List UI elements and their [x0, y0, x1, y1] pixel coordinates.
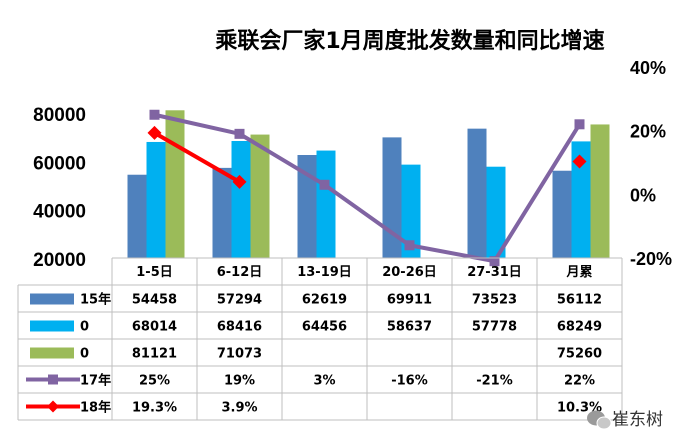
legend-label: 17年	[80, 373, 111, 389]
left-axis: 20000 40000 60000 80000	[33, 105, 86, 271]
watermark: 崔东树	[587, 410, 663, 430]
y-left-tick: 60000	[33, 153, 86, 174]
data-label: 68249	[557, 320, 602, 335]
data-label: 58637	[387, 320, 432, 335]
data-table: 1-5日 6-12日 13-19日 20-26日 27-31日 月累 15年 54458 572…	[17, 257, 623, 421]
series-line	[153, 131, 241, 184]
data-label: 68014	[132, 320, 177, 335]
bar	[297, 155, 317, 258]
data-label: 3%	[313, 374, 335, 389]
y-left-tick: 40000	[33, 202, 86, 223]
line-point	[234, 128, 245, 139]
data-label: 69911	[387, 293, 432, 308]
bars	[127, 110, 610, 258]
line-point	[319, 179, 330, 190]
legend-label: 15年	[80, 292, 111, 308]
data-label: 62619	[302, 293, 347, 308]
bar	[552, 170, 572, 258]
data-label: 81121	[132, 347, 177, 362]
data-label: 25%	[139, 374, 170, 389]
x-tick-label: 20-26日	[382, 265, 437, 280]
bar	[127, 174, 147, 258]
legend-key	[30, 347, 74, 359]
legend-key	[30, 320, 74, 332]
data-label: 71073	[217, 347, 262, 362]
x-tick-label: 6-12日	[217, 265, 263, 280]
data-label: 57294	[217, 293, 262, 308]
wechat-icon-bubble	[596, 416, 612, 430]
y-left-tick: 80000	[33, 105, 86, 126]
right-axis: -20% 0% 20% 40%	[630, 58, 672, 269]
x-tick-label: 1-5日	[136, 265, 173, 280]
y-right-tick: 20%	[630, 122, 666, 142]
bar	[486, 166, 506, 258]
data-label: 54458	[132, 293, 177, 308]
series-line	[154, 112, 582, 264]
x-tick-label: 13-19日	[297, 265, 352, 280]
bar	[401, 164, 421, 258]
bar	[146, 141, 166, 258]
bar	[165, 110, 185, 258]
line-point	[572, 154, 587, 169]
y-left-tick: 20000	[33, 250, 86, 271]
data-label: -16%	[391, 374, 428, 389]
y-right-tick: -20%	[630, 249, 672, 269]
legend-marker	[48, 374, 58, 385]
legend-label: 0	[80, 320, 89, 335]
legend-key	[30, 293, 74, 305]
bar	[231, 140, 251, 258]
legend-label: 18年	[80, 400, 111, 416]
legend-marker	[47, 400, 59, 413]
data-label: 73523	[472, 293, 517, 308]
data-label: 56112	[557, 293, 602, 308]
data-label: 19.3%	[132, 401, 177, 416]
legend-label: 0	[80, 347, 89, 362]
bar	[571, 141, 591, 258]
data-label: 57778	[472, 320, 517, 335]
bar	[250, 134, 270, 258]
x-tick-label: 月累	[565, 264, 592, 280]
line-point	[147, 125, 162, 140]
line-point	[232, 174, 247, 189]
bar	[316, 150, 336, 258]
data-label: 22%	[564, 374, 595, 389]
x-tick-label: 27-31日	[467, 265, 522, 280]
y-right-tick: 40%	[630, 58, 666, 78]
line-point	[489, 256, 500, 267]
series-lines	[147, 109, 587, 267]
data-label: 75260	[557, 347, 602, 362]
bar	[467, 128, 487, 258]
line-point	[574, 119, 585, 130]
data-label: 19%	[224, 374, 255, 389]
data-label: 64456	[302, 320, 347, 335]
data-label: 10.3%	[557, 401, 602, 416]
bar	[212, 167, 232, 258]
data-label: -21%	[476, 374, 513, 389]
data-label: 3.9%	[221, 401, 257, 416]
chart-title: 乘联会厂家1月周度批发数量和同比增速	[214, 28, 604, 54]
bar	[590, 124, 610, 258]
line-point	[149, 109, 160, 120]
watermark-text: 崔东树	[612, 410, 663, 430]
y-right-tick: 0%	[630, 185, 656, 205]
line-point	[404, 240, 415, 251]
data-label: 68416	[217, 320, 262, 335]
